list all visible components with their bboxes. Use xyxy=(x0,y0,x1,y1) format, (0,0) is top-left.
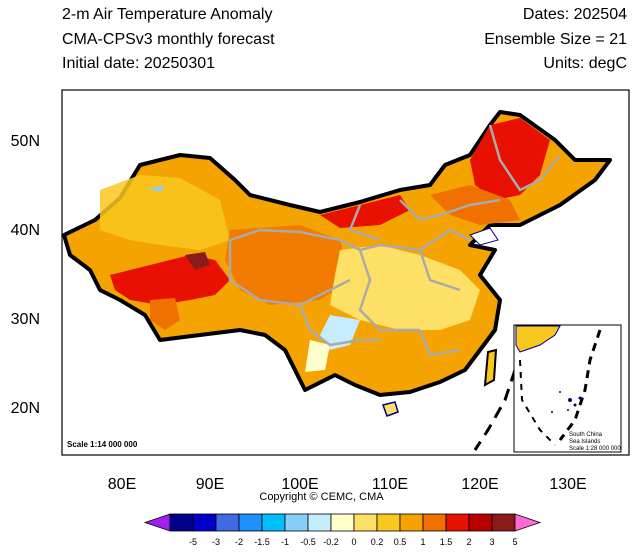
colorbar-swatch xyxy=(445,513,470,532)
colorbar-swatch xyxy=(399,513,424,532)
copyright-label: Copyright © CEMC, CMA xyxy=(259,491,384,503)
colorbar-label: 0.5 xyxy=(393,537,407,547)
colorbar-label: 1 xyxy=(420,537,426,547)
colorbar-swatch xyxy=(307,513,332,532)
colorbar-label: -3 xyxy=(211,537,220,547)
map-title: 2-m Air Temperature Anomaly xyxy=(62,6,273,23)
inset-caption: South China Sea Islands Scale 1:28 000 0… xyxy=(569,432,621,453)
colorbar-swatch xyxy=(261,513,286,532)
model-label: CMA-CPSv3 monthly forecast xyxy=(62,31,275,48)
lon-label-80e: 80E xyxy=(107,476,137,493)
colorbar-label: -1.5 xyxy=(254,537,270,547)
colorbar-max-triangle xyxy=(514,513,542,532)
colorbar-swatch xyxy=(169,513,194,532)
colorbar xyxy=(143,513,542,532)
inset-caption-line3: Scale 1:28 000 000 xyxy=(569,446,621,452)
lat-label-30n: 30N xyxy=(10,311,40,328)
colorbar-swatch xyxy=(353,513,378,532)
lat-label-20n: 20N xyxy=(10,400,40,417)
inset-caption-line2: Sea Islands xyxy=(569,439,601,445)
colorbar-label: 1.5 xyxy=(439,537,453,547)
lon-label-120e: 120E xyxy=(461,476,499,493)
colorbar-label: -0.5 xyxy=(300,537,316,547)
initial-date-label: Initial date: 20250301 xyxy=(62,55,216,72)
colorbar-swatch xyxy=(422,513,447,532)
colorbar-label: -5 xyxy=(188,537,197,547)
lon-label-110e: 110E xyxy=(371,476,409,493)
colorbar-swatch xyxy=(215,513,240,532)
colorbar-swatch xyxy=(238,513,263,532)
colorbar-label: -0.2 xyxy=(323,537,339,547)
colorbar-label: 0 xyxy=(351,537,357,547)
inset-islands xyxy=(551,391,582,413)
colorbar-swatch xyxy=(376,513,401,532)
lon-label-100e: 100E xyxy=(281,476,319,493)
maritime-boundary xyxy=(473,369,517,451)
ensemble-size-label: Ensemble Size = 21 xyxy=(484,31,627,48)
colorbar-swatch xyxy=(192,513,217,532)
forecast-dates-label: Dates: 202504 xyxy=(522,6,627,23)
colorbar-label: 3 xyxy=(489,537,495,547)
colorbar-swatch xyxy=(468,513,493,532)
inset-dashed-line xyxy=(558,329,602,441)
lon-label-130e: 130E xyxy=(549,476,587,493)
china-anomaly-field xyxy=(62,110,612,417)
inset-dashed-line-west xyxy=(519,359,556,446)
colorbar-swatch xyxy=(491,513,516,532)
inset-caption-line1: South China xyxy=(569,432,603,438)
inset-land xyxy=(515,325,561,353)
province-boundaries xyxy=(228,124,561,357)
lon-label-90e: 90E xyxy=(195,476,225,493)
units-label: Units: degC xyxy=(543,55,627,72)
lat-label-40n: 40N xyxy=(10,222,40,239)
map-scale-label: Scale 1:14 000 000 xyxy=(67,440,138,449)
colorbar-min-triangle xyxy=(143,513,171,532)
colorbar-label: 0.2 xyxy=(370,537,384,547)
colorbar-label: -2 xyxy=(234,537,243,547)
colorbar-label: 5 xyxy=(512,537,518,547)
colorbar-swatch xyxy=(330,513,355,532)
lat-label-50n: 50N xyxy=(10,133,40,150)
colorbar-label: 2 xyxy=(466,537,472,547)
colorbar-swatch xyxy=(284,513,309,532)
colorbar-label: -1 xyxy=(280,537,289,547)
